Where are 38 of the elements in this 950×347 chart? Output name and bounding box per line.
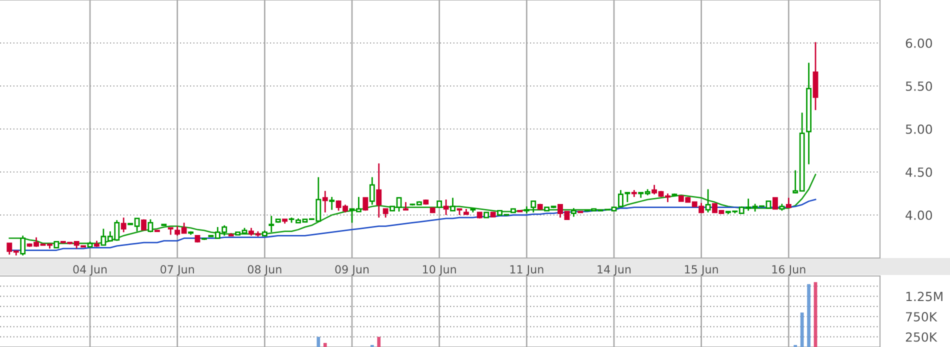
x-tick-label: 14 Jun bbox=[598, 265, 631, 276]
x-tick-label: 10 Jun bbox=[423, 265, 456, 276]
y-tick-label: 1.25M bbox=[906, 292, 942, 302]
x-tick-label: 04 Jun bbox=[73, 265, 107, 276]
candlestick bbox=[148, 218, 154, 233]
x-tick-label: 15 Jun bbox=[685, 265, 718, 276]
candlestick bbox=[705, 188, 711, 214]
candlestick bbox=[322, 190, 328, 214]
bar bbox=[377, 336, 381, 347]
bar bbox=[800, 312, 804, 347]
candlestick bbox=[530, 200, 536, 214]
x-tick-label: 09 Jun bbox=[335, 265, 369, 276]
x-tick-label: 07 Jun bbox=[160, 265, 194, 276]
candlestick bbox=[329, 196, 335, 211]
x-tick-label: 11 Jun bbox=[510, 265, 544, 276]
y-tick-label: 5.50 bbox=[906, 81, 932, 91]
y-tick-label: 5.00 bbox=[906, 124, 932, 134]
y-tick-label: 6.00 bbox=[906, 38, 932, 48]
y-tick-label: 750K bbox=[906, 312, 938, 322]
candlestick bbox=[20, 234, 26, 256]
candlestick bbox=[376, 162, 382, 218]
candlestick bbox=[443, 198, 449, 216]
bar bbox=[807, 284, 810, 347]
bar bbox=[316, 336, 320, 347]
candlestick bbox=[369, 176, 375, 206]
y-tick-label: 250K bbox=[906, 332, 938, 342]
candlestick bbox=[450, 197, 456, 212]
candlestick bbox=[786, 197, 792, 208]
y-tick-label: 4.00 bbox=[906, 210, 932, 220]
candlestick bbox=[120, 216, 126, 233]
candlestick bbox=[403, 201, 408, 211]
bar bbox=[323, 342, 327, 347]
candlestick bbox=[772, 197, 778, 210]
y-tick-label: 4.50 bbox=[906, 167, 932, 177]
x-tick-label: 08 Jun bbox=[248, 265, 282, 276]
candlestick bbox=[268, 215, 274, 233]
x-tick-label: 16 Jun bbox=[772, 265, 806, 276]
candlestick bbox=[362, 197, 368, 212]
